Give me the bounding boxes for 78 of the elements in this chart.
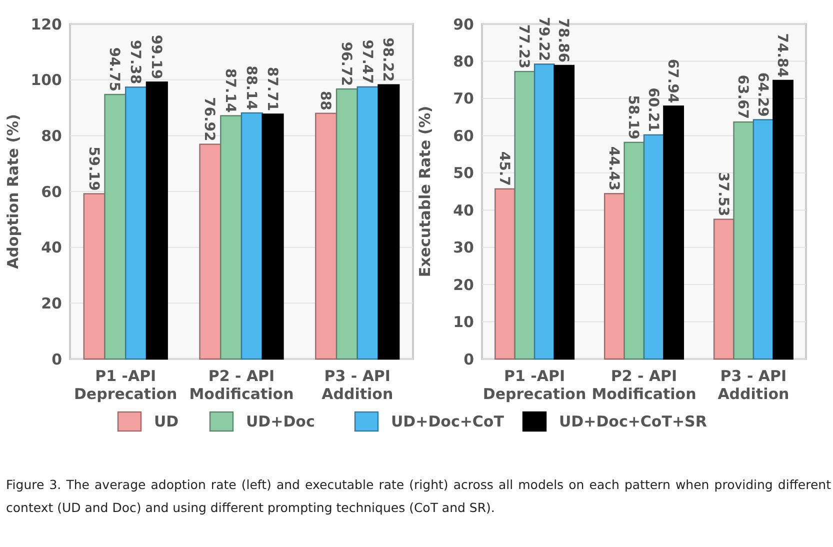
data-label: 88 [317, 90, 334, 110]
legend-label: UD+Doc+CoT+SR [559, 412, 708, 430]
data-label: 87.71 [264, 66, 280, 112]
bar [125, 86, 148, 360]
y-tick-label: 80 [453, 52, 474, 70]
data-label: 97.38 [127, 40, 144, 84]
data-label: 98.22 [380, 38, 396, 82]
y-tick-label: 90 [453, 15, 474, 34]
y-tick-label: 20 [453, 276, 474, 294]
y-tick-label: 70 [453, 90, 474, 108]
data-label: 76.92 [201, 96, 218, 142]
bar [643, 134, 664, 360]
y-tick-label: 40 [41, 238, 62, 257]
bar [514, 70, 536, 360]
bar [494, 188, 516, 360]
bar [315, 112, 338, 360]
bar [772, 80, 794, 360]
data-label: 58.19 [625, 95, 642, 140]
y-tick-label: 50 [453, 164, 474, 182]
bar [624, 142, 645, 360]
bar [356, 86, 379, 360]
bar [534, 64, 555, 360]
data-label: 59.19 [85, 146, 102, 191]
y-tick-label: 10 [453, 313, 474, 332]
bar [146, 81, 168, 360]
data-label: 79.22 [535, 16, 552, 62]
data-label: 37.53 [714, 172, 731, 216]
legend-label: UD+Doc+CoT [391, 412, 505, 430]
y-tick-label: 40 [453, 201, 474, 220]
bar [713, 218, 734, 360]
data-label: 63.67 [734, 74, 751, 120]
y-tick-label: 120 [30, 15, 62, 34]
data-label: 64.29 [754, 72, 770, 117]
y-tick-label: 60 [453, 126, 474, 145]
bar [83, 193, 106, 360]
data-label: 45.7 [496, 151, 512, 186]
data-label: 96.72 [338, 42, 354, 86]
y-tick-label: 0 [464, 350, 474, 368]
bar [262, 114, 284, 360]
x-tick-label: P3 - API Addition [322, 367, 394, 403]
legend-label: UD [154, 412, 179, 430]
bar [336, 88, 358, 360]
bar [240, 112, 263, 360]
bar [199, 144, 222, 360]
bar [752, 119, 774, 360]
bar [554, 64, 575, 360]
x-tick-label: P2 - API Modification [592, 367, 696, 403]
x-tick-label: P2 - API Modification [189, 367, 294, 403]
data-label: 88.14 [242, 66, 259, 110]
data-label: 77.23 [516, 24, 532, 69]
bar [378, 84, 400, 360]
y-axis-title: Executable Rate (%) [416, 106, 434, 278]
x-tick-label: P1 -API Deprecation [74, 367, 178, 403]
y-tick-label: 60 [41, 182, 62, 201]
y-tick-label: 30 [453, 238, 474, 257]
y-tick-label: 100 [30, 71, 62, 90]
data-label: 99.19 [148, 34, 164, 80]
bar [220, 115, 242, 360]
data-label: 94.75 [106, 47, 122, 92]
bar [604, 193, 625, 360]
bar [104, 94, 126, 360]
data-label: 44.43 [605, 146, 622, 191]
y-tick-label: 0 [52, 350, 62, 368]
x-tick-label: P3 - API Addition [718, 367, 790, 403]
y-tick-label: 80 [41, 126, 62, 145]
x-tick-label: P1 -API Deprecation [482, 367, 586, 403]
bar [733, 121, 754, 360]
data-label: 60.21 [644, 88, 661, 132]
caption: Figure 3. The average adoption rate (left) and executable rate (right) across all models on each pattern when providing different context (UD and Doc) and using different prompting techniques (CoT and SR). [6, 476, 831, 517]
data-label: 97.47 [358, 40, 375, 84]
data-label: 78.86 [555, 18, 572, 62]
data-label: 67.94 [664, 58, 681, 104]
data-label: 74.84 [774, 33, 790, 78]
data-label: 87.14 [222, 68, 238, 113]
bar [663, 106, 684, 360]
y-axis-title: Adoption Rate (%) [4, 114, 22, 269]
legend-label: UD+Doc [246, 412, 315, 430]
y-tick-label: 20 [41, 294, 62, 312]
